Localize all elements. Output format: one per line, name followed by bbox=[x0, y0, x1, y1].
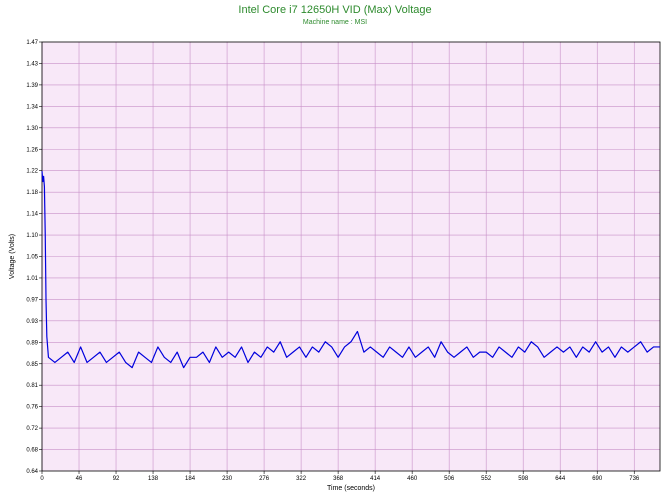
grid bbox=[41, 42, 660, 471]
y-tick-label: 0.89 bbox=[26, 340, 38, 346]
y-tick-label: 1.30 bbox=[26, 126, 38, 132]
y-tick-label: 1.05 bbox=[26, 255, 38, 261]
x-tick-label: 460 bbox=[407, 476, 418, 482]
y-tick-label: 1.01 bbox=[26, 276, 38, 282]
y-tick-label: 0.72 bbox=[26, 426, 38, 432]
x-tick-label: 322 bbox=[296, 476, 307, 482]
voltage-series-line bbox=[41, 171, 660, 369]
y-tick-label: 1.10 bbox=[26, 233, 38, 239]
y-axis-label: Voltage (Volts) bbox=[9, 234, 16, 279]
x-tick-label: 46 bbox=[76, 476, 83, 482]
x-tick-label: 368 bbox=[333, 476, 344, 482]
x-tick-label: 644 bbox=[555, 476, 566, 482]
x-tick-label: 138 bbox=[148, 476, 159, 482]
x-tick-label: 230 bbox=[222, 476, 233, 482]
y-tick-label: 0.85 bbox=[26, 362, 38, 368]
chart-subtitle: Machine name : MSI bbox=[302, 19, 368, 26]
y-tick-label: 1.22 bbox=[26, 169, 38, 175]
x-axis-ticks: 0 46 92 138 184 230 276 322 368 414 460 506 552 598 64… bbox=[40, 471, 640, 482]
y-tick-label: 0.93 bbox=[26, 319, 38, 325]
x-tick-label: 414 bbox=[370, 476, 381, 482]
y-tick-label: 0.64 bbox=[26, 469, 38, 475]
x-tick-label: 506 bbox=[444, 476, 455, 482]
y-axis-ticks: 0.64 0.68 0.72 0.76 0.81 0.85 0.89 0.93 0.97 1.01… bbox=[26, 40, 42, 475]
x-tick-label: 690 bbox=[592, 476, 603, 482]
x-tick-label: 552 bbox=[481, 476, 492, 482]
y-tick-label: 0.76 bbox=[26, 405, 38, 411]
y-tick-label: 0.81 bbox=[26, 383, 38, 389]
y-tick-label: 0.68 bbox=[26, 448, 38, 454]
x-tick-label: 184 bbox=[185, 476, 196, 482]
x-tick-label: 276 bbox=[259, 476, 270, 482]
y-tick-label: 1.14 bbox=[26, 212, 38, 218]
x-tick-label: 736 bbox=[629, 476, 640, 482]
chart-title: Intel Core i7 12650H VID (Max) Voltage bbox=[238, 4, 432, 16]
y-tick-label: 1.34 bbox=[26, 104, 38, 110]
x-tick-label: 598 bbox=[518, 476, 529, 482]
x-axis-label: Time (seconds) bbox=[327, 485, 375, 492]
y-tick-label: 1.39 bbox=[26, 83, 38, 89]
y-tick-label: 1.26 bbox=[26, 147, 38, 153]
y-tick-label: 1.18 bbox=[26, 190, 38, 196]
x-tick-label: 92 bbox=[113, 476, 120, 482]
y-tick-label: 1.43 bbox=[26, 61, 38, 67]
x-tick-label: 0 bbox=[40, 476, 44, 482]
y-tick-label: 1.47 bbox=[26, 40, 38, 46]
y-tick-label: 0.97 bbox=[26, 297, 38, 303]
